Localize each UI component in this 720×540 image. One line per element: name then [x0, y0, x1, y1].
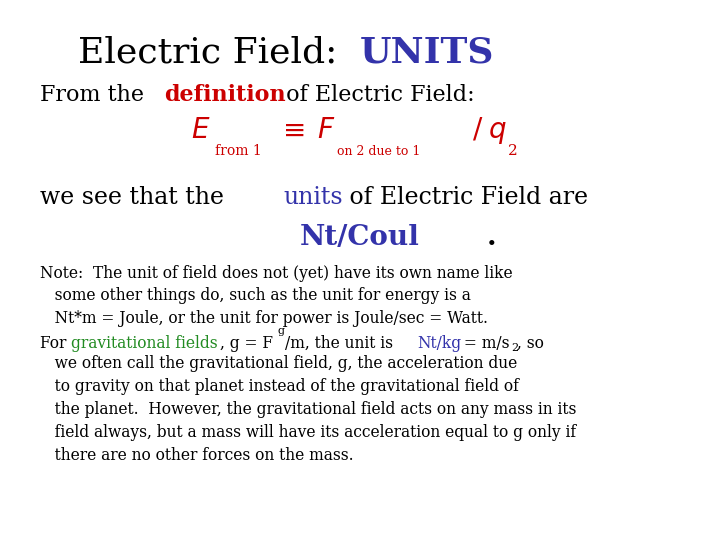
Text: Electric Field:: Electric Field:: [78, 35, 360, 69]
Text: of Electric Field are: of Electric Field are: [342, 186, 588, 210]
Text: Note:  The unit of field does not (yet) have its own name like
   some other thi: Note: The unit of field does not (yet) h…: [40, 265, 512, 327]
Text: we see that the: we see that the: [40, 186, 231, 210]
Text: $\equiv$: $\equiv$: [277, 116, 305, 144]
Text: definition: definition: [164, 84, 286, 106]
Text: of Electric Field:: of Electric Field:: [279, 84, 475, 106]
Text: /m, the unit is: /m, the unit is: [285, 335, 398, 352]
Text: 2: 2: [508, 144, 518, 158]
Text: $E$: $E$: [191, 117, 210, 144]
Text: gravitational fields: gravitational fields: [71, 335, 217, 352]
Text: .: .: [487, 224, 496, 251]
Text: we often call the gravitational field, g, the acceleration due
   to gravity on : we often call the gravitational field, g…: [40, 355, 576, 464]
Text: $/\,$: $/\,$: [472, 116, 483, 144]
Text: $F$: $F$: [317, 117, 335, 144]
Text: Nt/Coul: Nt/Coul: [300, 224, 420, 251]
Text: , g = F: , g = F: [220, 335, 273, 352]
Text: For: For: [40, 335, 71, 352]
Text: UNITS: UNITS: [360, 35, 495, 69]
Text: units: units: [284, 186, 343, 210]
Text: Nt/kg: Nt/kg: [418, 335, 462, 352]
Text: 2: 2: [511, 343, 518, 353]
Text: , so: , so: [517, 335, 544, 352]
Text: on 2 due to 1: on 2 due to 1: [337, 145, 420, 158]
Text: $q$: $q$: [488, 119, 507, 146]
Text: = m/s: = m/s: [459, 335, 510, 352]
Text: from 1: from 1: [215, 144, 261, 158]
Text: From the: From the: [40, 84, 150, 106]
Text: g: g: [277, 326, 284, 336]
